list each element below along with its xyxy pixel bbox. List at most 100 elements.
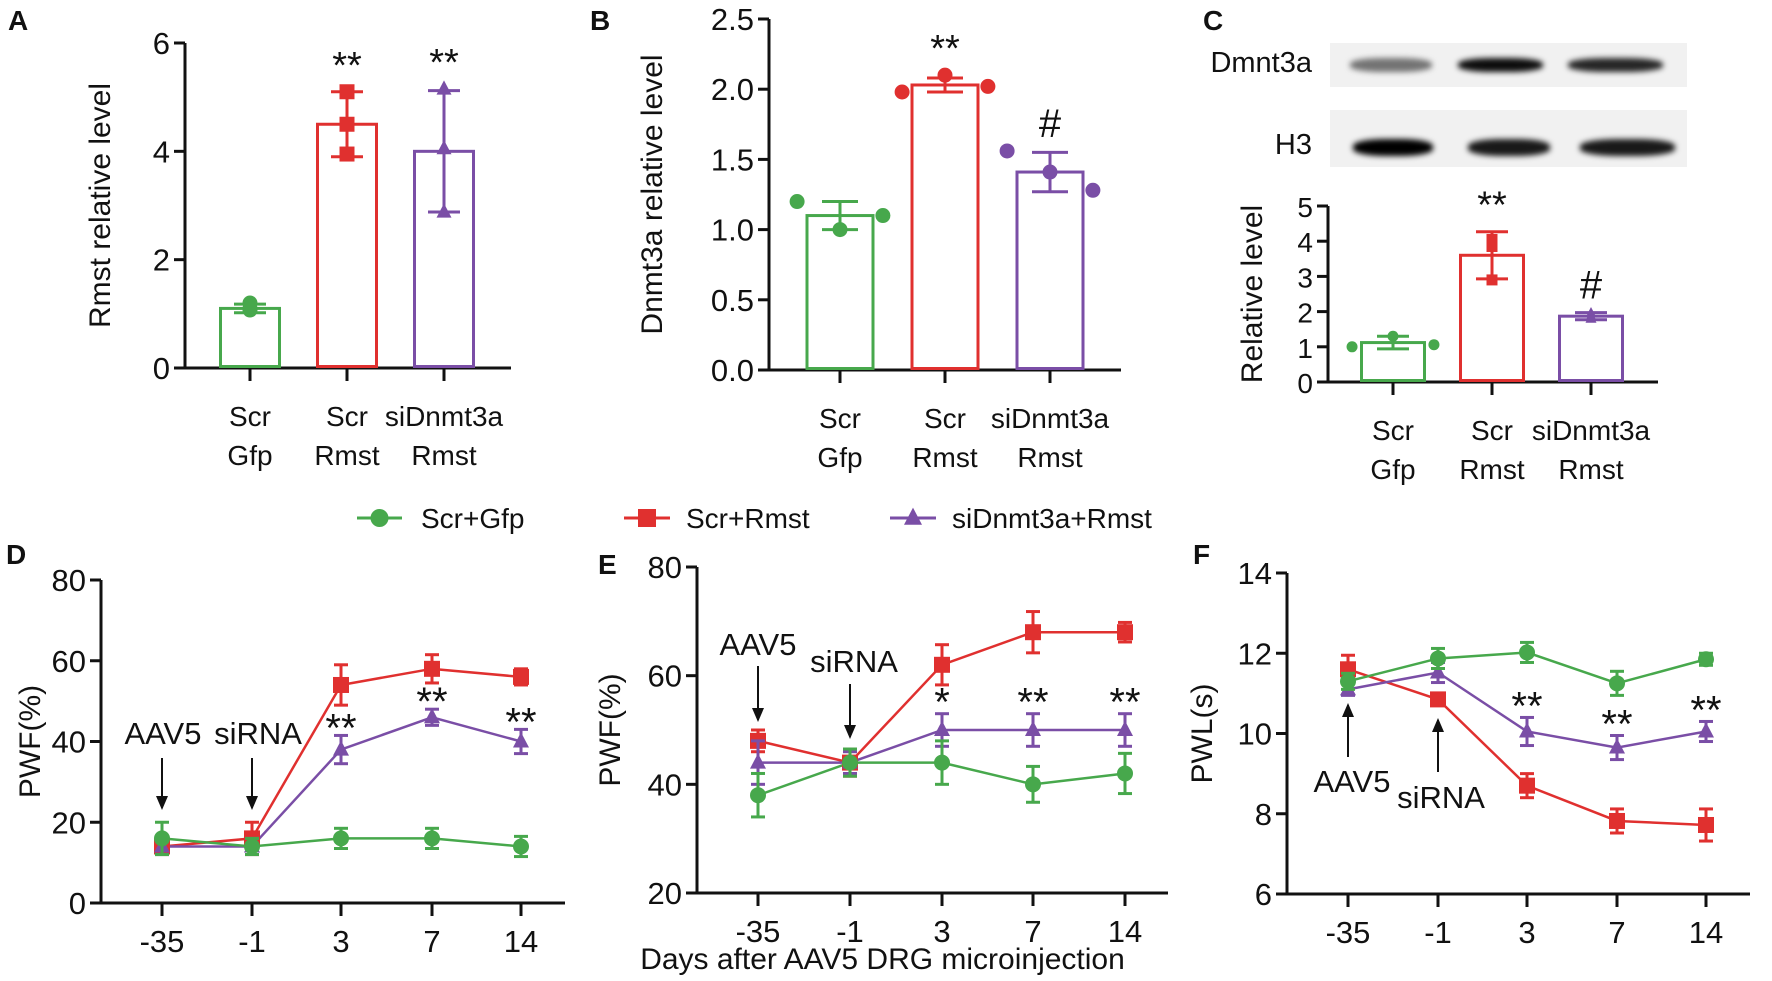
blot-label: Dmnt3a [1210,47,1312,79]
data-point [436,140,452,155]
category-label: Rmst [314,440,380,471]
panel-label-D: D [6,539,26,570]
y-tick-label: 10 [1238,717,1272,752]
data-point [1698,651,1714,668]
blot-label: H3 [1274,129,1312,161]
data-point [1698,816,1714,833]
y-axis-title: PWL(s) [1186,684,1219,784]
y-tick-label: 3 [1297,262,1313,293]
x-tick-label: 7 [1024,914,1041,949]
data-point [513,668,529,685]
y-tick-label: 4 [153,134,170,169]
category-label: Rmst [912,442,978,473]
data-point [1609,675,1625,692]
x-tick-label: 14 [504,924,538,959]
significance-label: ** [325,706,356,750]
data-point [1609,738,1625,754]
x-tick-label: -35 [736,914,781,949]
data-point [1519,644,1535,661]
blot-band [1353,138,1433,156]
y-axis-title: PWF(%) [594,673,627,786]
category-label: Gfp [817,442,862,473]
arrowhead-icon [1342,703,1354,717]
y-axis-title: Dnmt3a relative level [636,54,669,334]
bar [910,83,980,370]
significance-label: ** [416,680,447,724]
x-tick-label: -1 [836,914,864,949]
data-point [875,208,891,224]
y-tick-label: 0 [153,351,170,386]
y-tick-label: 0 [69,886,86,921]
data-point [339,146,355,162]
blot-band [1580,138,1675,156]
y-tick-label: 20 [648,876,682,911]
data-point [842,754,858,771]
annotation-label: siRNA [1397,780,1485,815]
bar [1360,341,1426,382]
bar [805,214,875,370]
data-point [1025,720,1041,736]
annotation-label: AAV5 [125,716,202,751]
data-point [333,830,349,847]
category-label: siDnmt3a [385,401,504,432]
data-point [339,84,355,100]
x-tick-label: -35 [140,924,185,959]
annotation-label: AAV5 [720,627,797,662]
annotation-label: siRNA [810,644,898,679]
data-point [1387,330,1399,342]
data-point [1486,240,1498,252]
y-tick-label: 20 [52,805,86,840]
y-tick-label: 0.0 [711,353,754,388]
significance-label: # [1580,264,1603,308]
y-tick-label: 0.5 [711,283,754,318]
significance-label: ** [429,42,459,84]
y-tick-label: 4 [1297,227,1313,258]
data-point [1117,765,1133,782]
x-tick-label: -1 [1424,915,1452,950]
data-point [244,838,260,855]
category-label: Rmst [1459,454,1525,485]
category-label: Scr [924,403,966,434]
x-tick-label: 3 [332,924,349,959]
annotation-label: siRNA [214,716,302,751]
blot-band [1458,58,1543,72]
data-point [513,732,529,748]
arrowhead-icon [246,796,258,810]
y-tick-label: 2 [153,243,170,278]
data-point [436,203,452,218]
category-label: Gfp [1370,454,1415,485]
x-tick-label: 14 [1108,914,1142,949]
data-point [1519,777,1535,794]
significance-label: ** [1690,688,1721,732]
data-point [424,660,440,677]
x-tick-label: 7 [423,924,440,959]
y-axis-title: Rmst relative level [84,83,117,328]
y-tick-label: 1.0 [711,213,754,248]
y-axis-title: Relative level [1236,205,1269,383]
category-label: Rmst [411,440,477,471]
y-tick-label: 6 [1255,877,1272,912]
data-point [934,656,950,673]
data-point [937,67,953,83]
data-point [339,116,355,132]
y-tick-label: 5 [1297,192,1313,223]
data-point [1430,663,1446,679]
data-point [1609,812,1625,829]
annotation-label: AAV5 [1314,764,1391,799]
x-tick-label: -1 [238,924,266,959]
y-tick-label: 2.5 [711,2,754,37]
legend-label: siDnmt3a+Rmst [952,503,1152,534]
data-point [1486,233,1498,245]
panel-label-C: C [1203,5,1223,36]
y-tick-label: 60 [52,644,86,679]
y-tick-label: 12 [1238,636,1272,671]
data-point [1430,650,1446,667]
data-point [1430,691,1446,708]
panel-label-E: E [598,549,617,580]
data-point [789,194,805,210]
category-label: Scr [1471,415,1513,446]
bar [1558,314,1624,382]
category-label: siDnmt3a [991,403,1110,434]
data-point [333,740,349,756]
